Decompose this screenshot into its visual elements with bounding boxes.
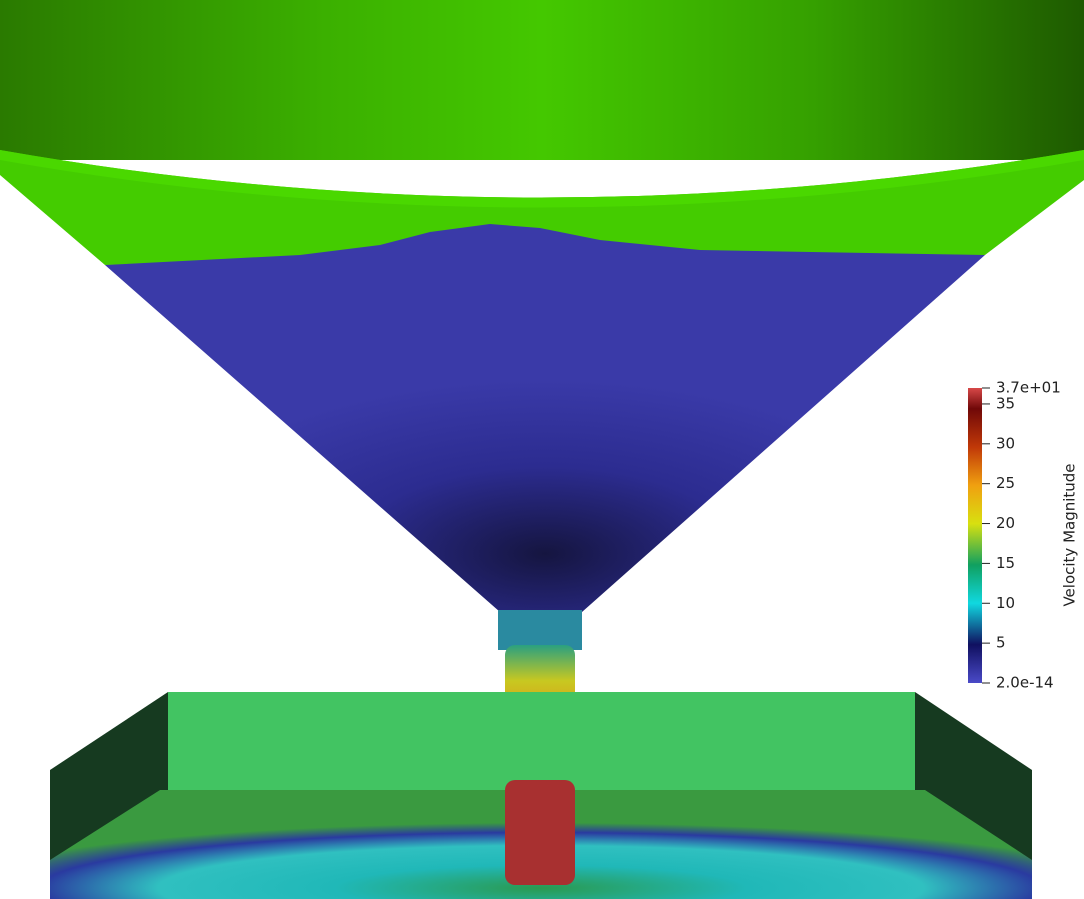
colorbar-tick-label: 10	[996, 594, 1015, 612]
hopper-cone-wall	[0, 150, 1084, 265]
bin-left-wall	[50, 692, 168, 870]
outlet-flow	[498, 610, 582, 650]
colorbar-tick-label: 2.0e-14	[996, 674, 1054, 692]
colorbar-tick-label: 3.7e+01	[996, 379, 1061, 397]
colorbar-tick-label: 20	[996, 514, 1015, 532]
particle-impact	[505, 780, 575, 885]
colorbar-tick-label: 30	[996, 434, 1015, 452]
colorbar-tick-label: 15	[996, 554, 1015, 572]
bin-right-wall	[915, 692, 1032, 870]
colorbar-tick-label: 35	[996, 394, 1015, 412]
particle-bed	[105, 224, 985, 612]
colorbar-ticks: 3.7e+01 2.0e-14 5 10 15 20 25 30 35	[982, 379, 1061, 692]
bin-back-wall	[168, 692, 915, 792]
colorbar-tick-label: 25	[996, 474, 1015, 492]
hopper-top	[0, 0, 1084, 160]
hopper-rim	[0, 150, 1084, 208]
colorbar	[968, 388, 982, 683]
colorbar-tick-label: 5	[996, 634, 1006, 652]
colorbar-title: Velocity Magnitude	[1061, 463, 1079, 606]
